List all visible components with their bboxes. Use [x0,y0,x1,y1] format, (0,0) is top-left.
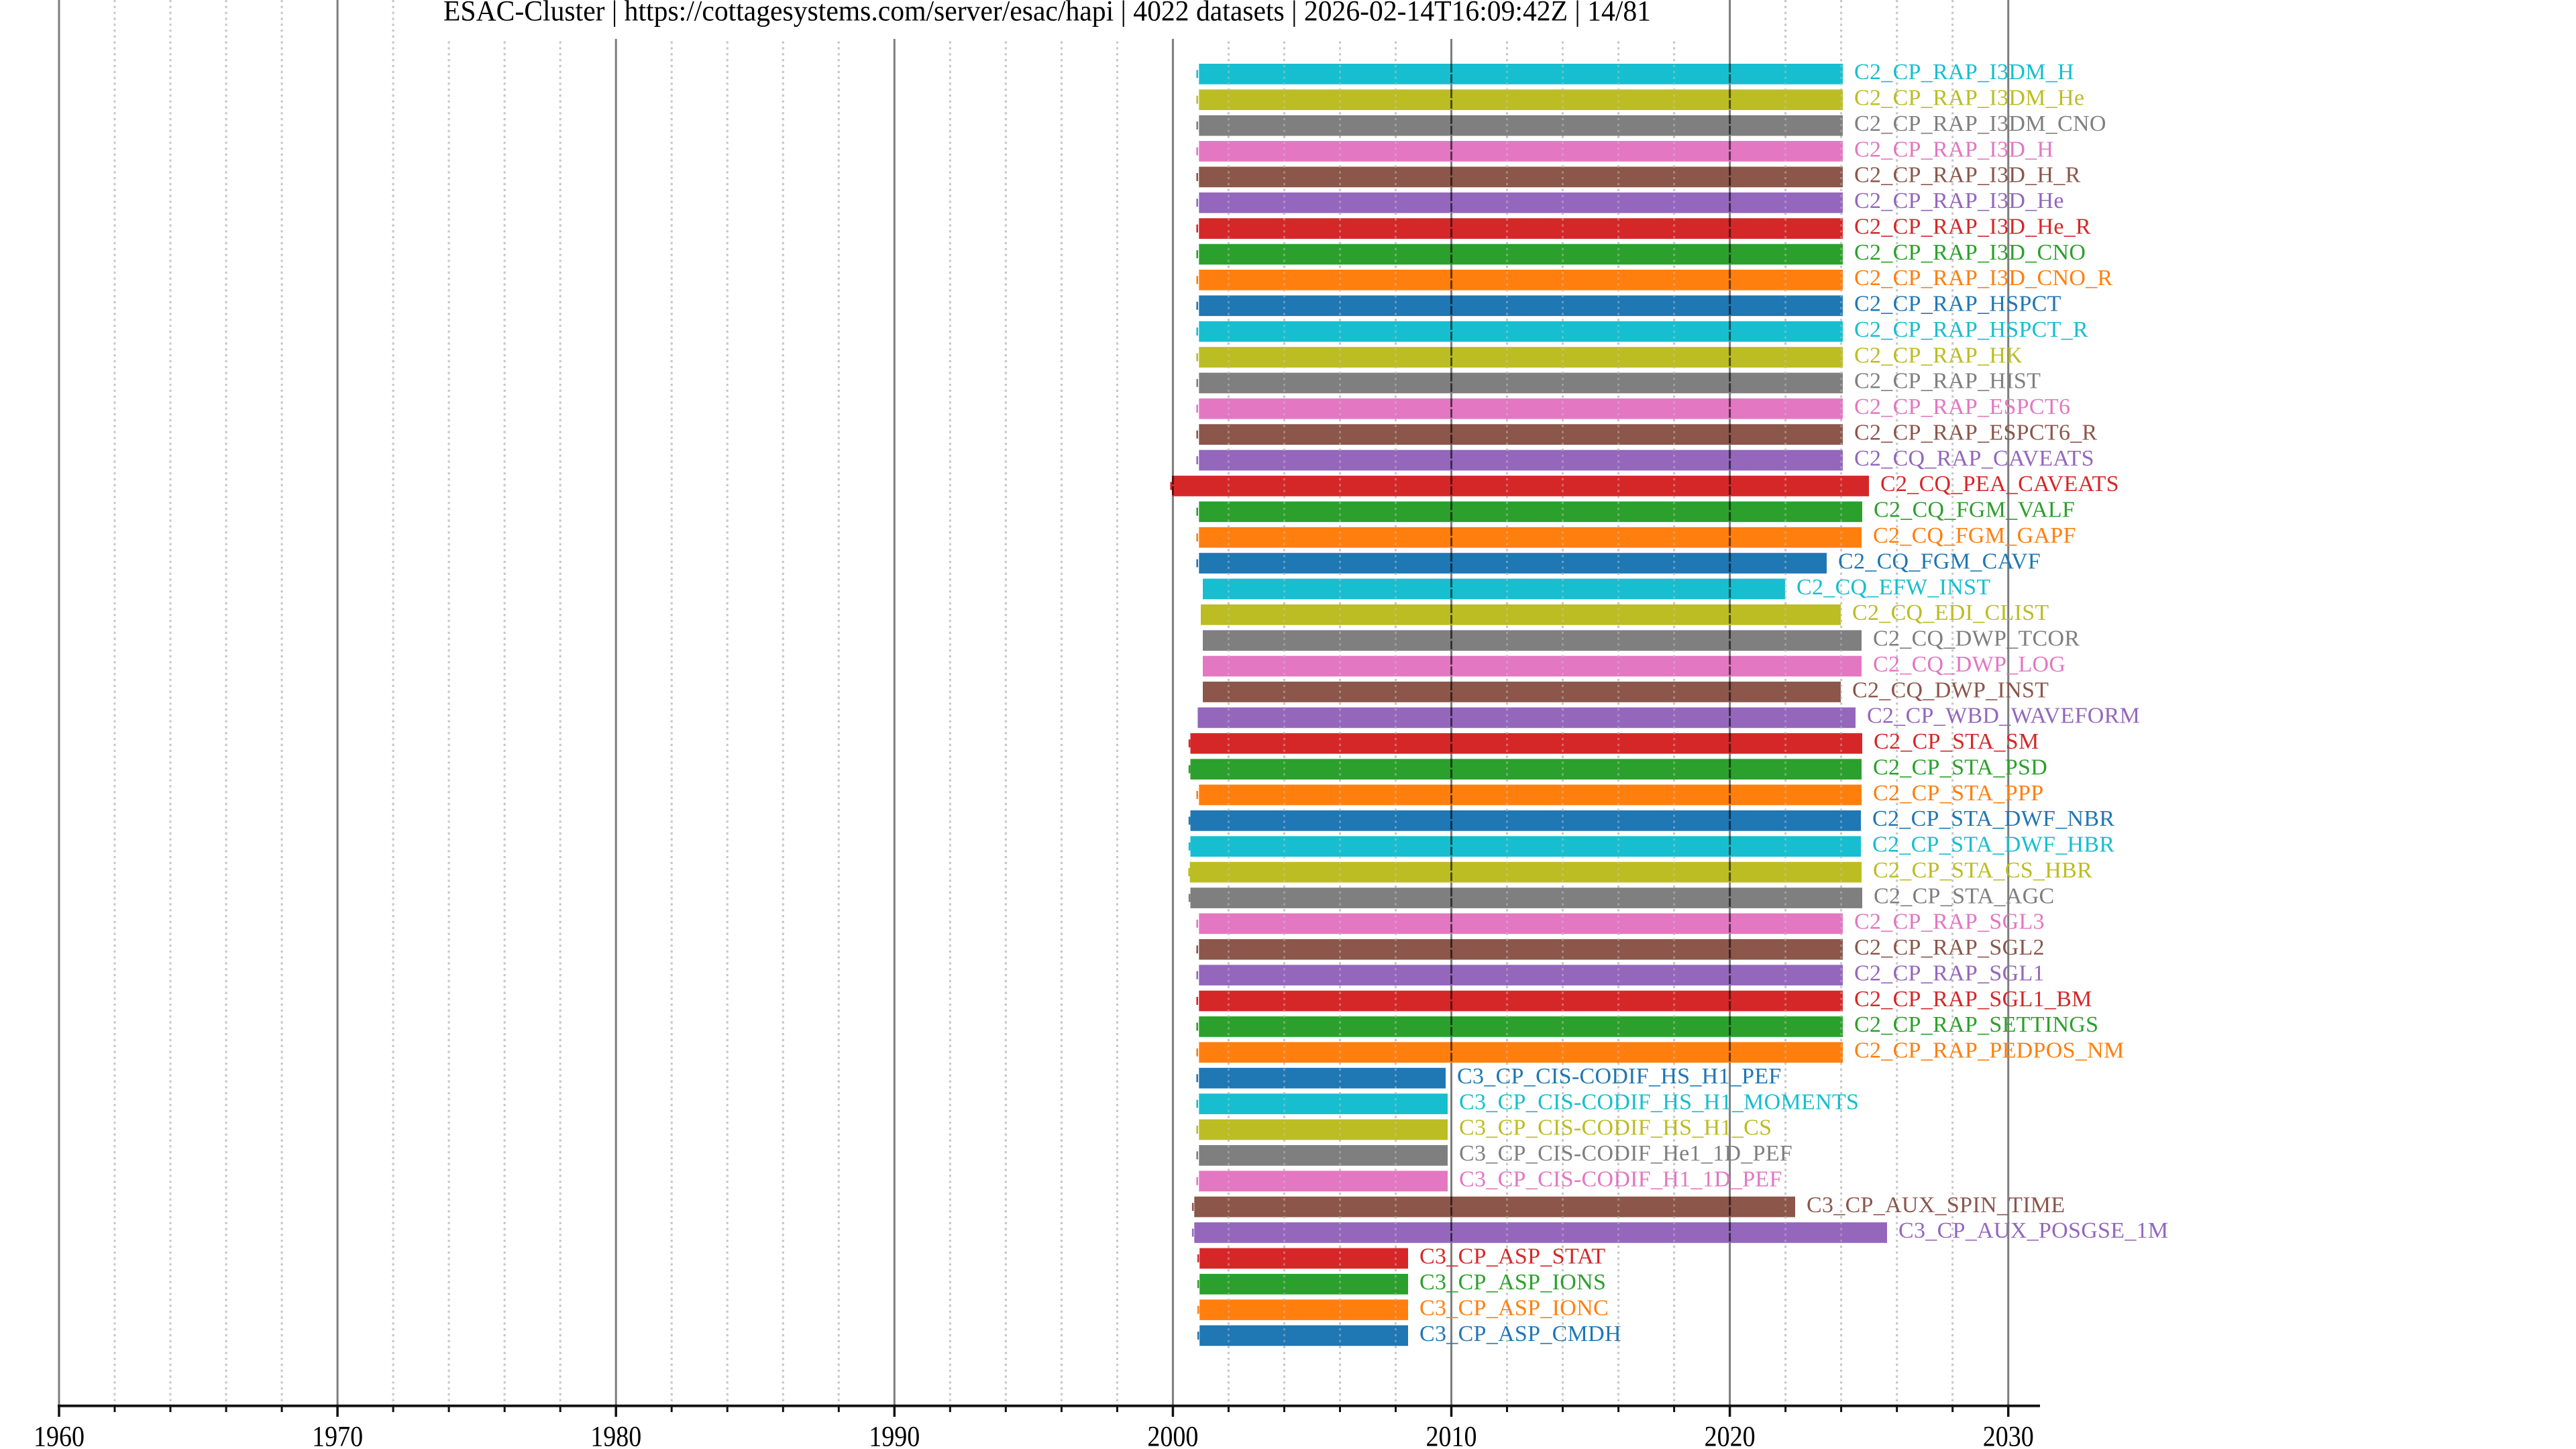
svg-text:C2_CQ_DWP_LOG: C2_CQ_DWP_LOG [1873,652,2065,677]
svg-text:2010: 2010 [1426,1421,1477,1449]
svg-text:ESAC-Cluster | https://cottage: ESAC-Cluster | https://cottagesystems.co… [443,0,1651,28]
svg-text:C2_CP_RAP_SGL1: C2_CP_RAP_SGL1 [1854,961,2045,986]
svg-text:C2_CQ_DWP_INST: C2_CQ_DWP_INST [1852,678,2049,702]
svg-text:C2_CP_RAP_I3D_CNO: C2_CP_RAP_I3D_CNO [1854,240,2086,265]
svg-text:C2_CP_RAP_PEDPOS_NM: C2_CP_RAP_PEDPOS_NM [1854,1038,2125,1063]
svg-text:C2_CP_RAP_ESPCT6_R: C2_CP_RAP_ESPCT6_R [1854,421,2098,445]
svg-text:C3_CP_CIS-CODIF_HS_H1_PEF: C3_CP_CIS-CODIF_HS_H1_PEF [1457,1064,1782,1089]
svg-text:C3_CP_ASP_STAT: C3_CP_ASP_STAT [1419,1244,1605,1269]
svg-text:C2_CP_WBD_WAVEFORM: C2_CP_WBD_WAVEFORM [1867,704,2140,729]
svg-text:1960: 1960 [34,1421,85,1449]
svg-text:C2_CP_RAP_SETTINGS: C2_CP_RAP_SETTINGS [1854,1012,2098,1037]
svg-text:C2_CP_RAP_I3D_He_R: C2_CP_RAP_I3D_He_R [1854,214,2091,239]
svg-text:C2_CP_RAP_I3DM_CNO: C2_CP_RAP_I3DM_CNO [1854,111,2106,136]
svg-text:C2_CP_STA_AGC: C2_CP_STA_AGC [1874,883,2054,908]
svg-text:C2_CP_RAP_I3D_H_R: C2_CP_RAP_I3D_H_R [1854,163,2081,188]
svg-text:1980: 1980 [590,1421,641,1449]
svg-text:C2_CQ_PEA_CAVEATS: C2_CQ_PEA_CAVEATS [1880,472,2119,496]
svg-text:C2_CP_RAP_I3DM_H: C2_CP_RAP_I3DM_H [1854,60,2074,85]
svg-text:C2_CP_STA_PPP: C2_CP_STA_PPP [1873,781,2043,806]
svg-text:C3_CP_ASP_CMDH: C3_CP_ASP_CMDH [1419,1322,1621,1346]
svg-text:C3_CP_ASP_IONS: C3_CP_ASP_IONS [1419,1270,1606,1295]
svg-text:C2_CQ_FGM_GAPF: C2_CQ_FGM_GAPF [1873,523,2076,548]
svg-text:C3_CP_ASP_IONC: C3_CP_ASP_IONC [1419,1295,1609,1320]
svg-text:C2_CP_STA_SM: C2_CP_STA_SM [1874,729,2039,754]
svg-text:2030: 2030 [1983,1421,2034,1449]
svg-text:C2_CP_RAP_HIST: C2_CP_RAP_HIST [1854,369,2041,394]
svg-text:C2_CQ_RAP_CAVEATS: C2_CQ_RAP_CAVEATS [1854,446,2094,471]
svg-text:C2_CP_STA_CS_HBR: C2_CP_STA_CS_HBR [1873,858,2092,883]
svg-text:1990: 1990 [869,1421,920,1449]
svg-text:C2_CP_RAP_HSPCT: C2_CP_RAP_HSPCT [1854,292,2061,317]
svg-text:C3_CP_AUX_POSGSE_1M: C3_CP_AUX_POSGSE_1M [1898,1218,2168,1243]
svg-text:C2_CP_RAP_SGL1_BM: C2_CP_RAP_SGL1_BM [1854,987,2092,1012]
svg-text:C2_CP_STA_DWF_HBR: C2_CP_STA_DWF_HBR [1872,833,2114,857]
svg-text:1970: 1970 [312,1421,363,1449]
svg-text:C2_CP_STA_PSD: C2_CP_STA_PSD [1873,755,2047,780]
svg-text:C2_CQ_EDI_CLIST: C2_CQ_EDI_CLIST [1852,600,2049,625]
svg-text:C2_CP_RAP_ESPCT6: C2_CP_RAP_ESPCT6 [1854,394,2070,419]
svg-text:C2_CQ_DWP_TCOR: C2_CQ_DWP_TCOR [1873,627,2080,651]
svg-text:C3_CP_CIS-CODIF_HS_H1_CS: C3_CP_CIS-CODIF_HS_H1_CS [1459,1116,1772,1140]
svg-text:C3_CP_CIS-CODIF_HS_H1_MOMENTS: C3_CP_CIS-CODIF_HS_H1_MOMENTS [1459,1089,1859,1114]
svg-text:C3_CP_CIS-CODIF_H1_1D_PEF: C3_CP_CIS-CODIF_H1_1D_PEF [1459,1167,1782,1192]
svg-text:C3_CP_AUX_SPIN_TIME: C3_CP_AUX_SPIN_TIME [1807,1193,2065,1218]
svg-text:C2_CP_RAP_HSPCT_R: C2_CP_RAP_HSPCT_R [1854,317,2088,342]
svg-text:C2_CQ_FGM_VALF: C2_CQ_FGM_VALF [1874,498,2075,523]
svg-text:C2_CP_RAP_I3D_H: C2_CP_RAP_I3D_H [1854,137,2053,162]
svg-text:2020: 2020 [1705,1421,1756,1449]
svg-text:2000: 2000 [1147,1421,1198,1449]
svg-text:C2_CQ_EFW_INST: C2_CQ_EFW_INST [1796,575,1990,600]
svg-text:C2_CP_RAP_HK: C2_CP_RAP_HK [1854,343,2023,368]
svg-text:C3_CP_CIS-CODIF_He1_1D_PEF: C3_CP_CIS-CODIF_He1_1D_PEF [1459,1141,1792,1166]
svg-text:C2_CP_RAP_I3D_He: C2_CP_RAP_I3D_He [1854,189,2064,213]
svg-text:C2_CP_RAP_SGL3: C2_CP_RAP_SGL3 [1854,910,2045,934]
svg-text:C2_CQ_FGM_CAVF: C2_CQ_FGM_CAVF [1838,549,2041,574]
svg-text:C2_CP_RAP_I3DM_He: C2_CP_RAP_I3DM_He [1854,86,2084,111]
svg-text:C2_CP_STA_DWF_NBR: C2_CP_STA_DWF_NBR [1872,806,2114,831]
svg-text:C2_CP_RAP_I3D_CNO_R: C2_CP_RAP_I3D_CNO_R [1854,266,2112,290]
svg-text:C2_CP_RAP_SGL2: C2_CP_RAP_SGL2 [1854,935,2045,960]
